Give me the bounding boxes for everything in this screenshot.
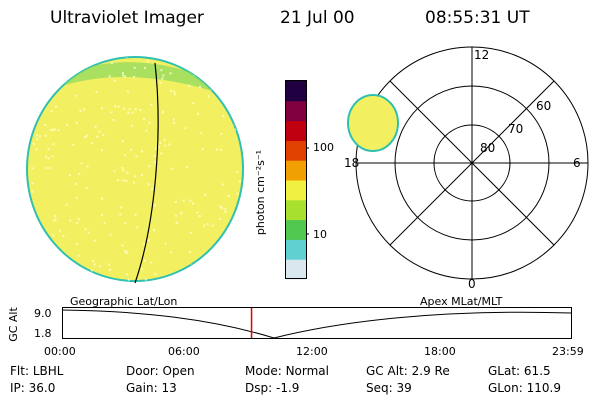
param-flt: Flt: LBHL <box>10 364 64 378</box>
app-title: Ultraviolet Imager <box>50 8 204 28</box>
param-dsp: Dsp: -1.9 <box>245 381 300 395</box>
colorbar-band <box>286 199 306 221</box>
colorbar-tick-10: 10 <box>313 228 327 241</box>
colorbar-band <box>286 120 306 141</box>
image-date: 21 Jul 00 <box>280 8 355 28</box>
param-seq: Seq: 39 <box>366 381 412 395</box>
colorbar-band <box>286 160 306 181</box>
param-ip: IP: 36.0 <box>10 381 56 395</box>
gc-alt-axis-label: GC Alt <box>6 307 20 342</box>
apex-label: Apex MLat/MLT <box>420 295 503 308</box>
terminator-line <box>134 62 159 284</box>
mlt-label-6: 6 <box>573 156 581 170</box>
hour-18: 18:00 <box>424 345 456 358</box>
polar-image-patch <box>347 94 399 152</box>
colorbar <box>285 80 309 280</box>
hour-00: 00:00 <box>44 345 76 358</box>
colorbar-band <box>286 180 306 201</box>
hour-06: 06:00 <box>168 345 200 358</box>
alt-max: 9.0 <box>34 307 52 320</box>
image-time: 08:55:31 UT <box>425 8 530 28</box>
param-gc-alt: GC Alt: 2.9 Re <box>366 364 450 378</box>
param-glon: GLon: 110.9 <box>488 381 561 395</box>
colorbar-band <box>286 259 306 280</box>
colorbar-band <box>286 239 306 260</box>
polar-plot: 12 18 6 0 60 70 80 <box>344 46 589 290</box>
lat-label-70: 70 <box>508 122 523 136</box>
colorbar-tick-100: 100 <box>313 141 334 154</box>
altitude-timeline <box>62 307 572 339</box>
colorbar-band <box>286 219 306 240</box>
lat-label-80: 80 <box>480 141 495 155</box>
hour-2359: 23:59 <box>552 345 584 358</box>
mlt-label-18: 18 <box>344 156 359 170</box>
uv-disk-image <box>26 56 244 284</box>
colorbar-band <box>286 81 306 102</box>
lat-label-60: 60 <box>536 99 551 113</box>
alt-min: 1.8 <box>34 327 52 340</box>
mlt-label-12: 12 <box>474 48 489 62</box>
colorbar-label: photon cm⁻²s⁻¹ <box>254 149 268 236</box>
colorbar-band <box>286 140 306 161</box>
param-mode: Mode: Normal <box>245 364 329 378</box>
param-door: Door: Open <box>126 364 195 378</box>
colorbar-band <box>286 100 306 122</box>
mlt-label-0: 0 <box>468 277 476 290</box>
param-glat: GLat: 61.5 <box>488 364 551 378</box>
geo-label: Geographic Lat/Lon <box>70 295 178 308</box>
hour-12: 12:00 <box>296 345 328 358</box>
param-gain: Gain: 13 <box>126 381 177 395</box>
